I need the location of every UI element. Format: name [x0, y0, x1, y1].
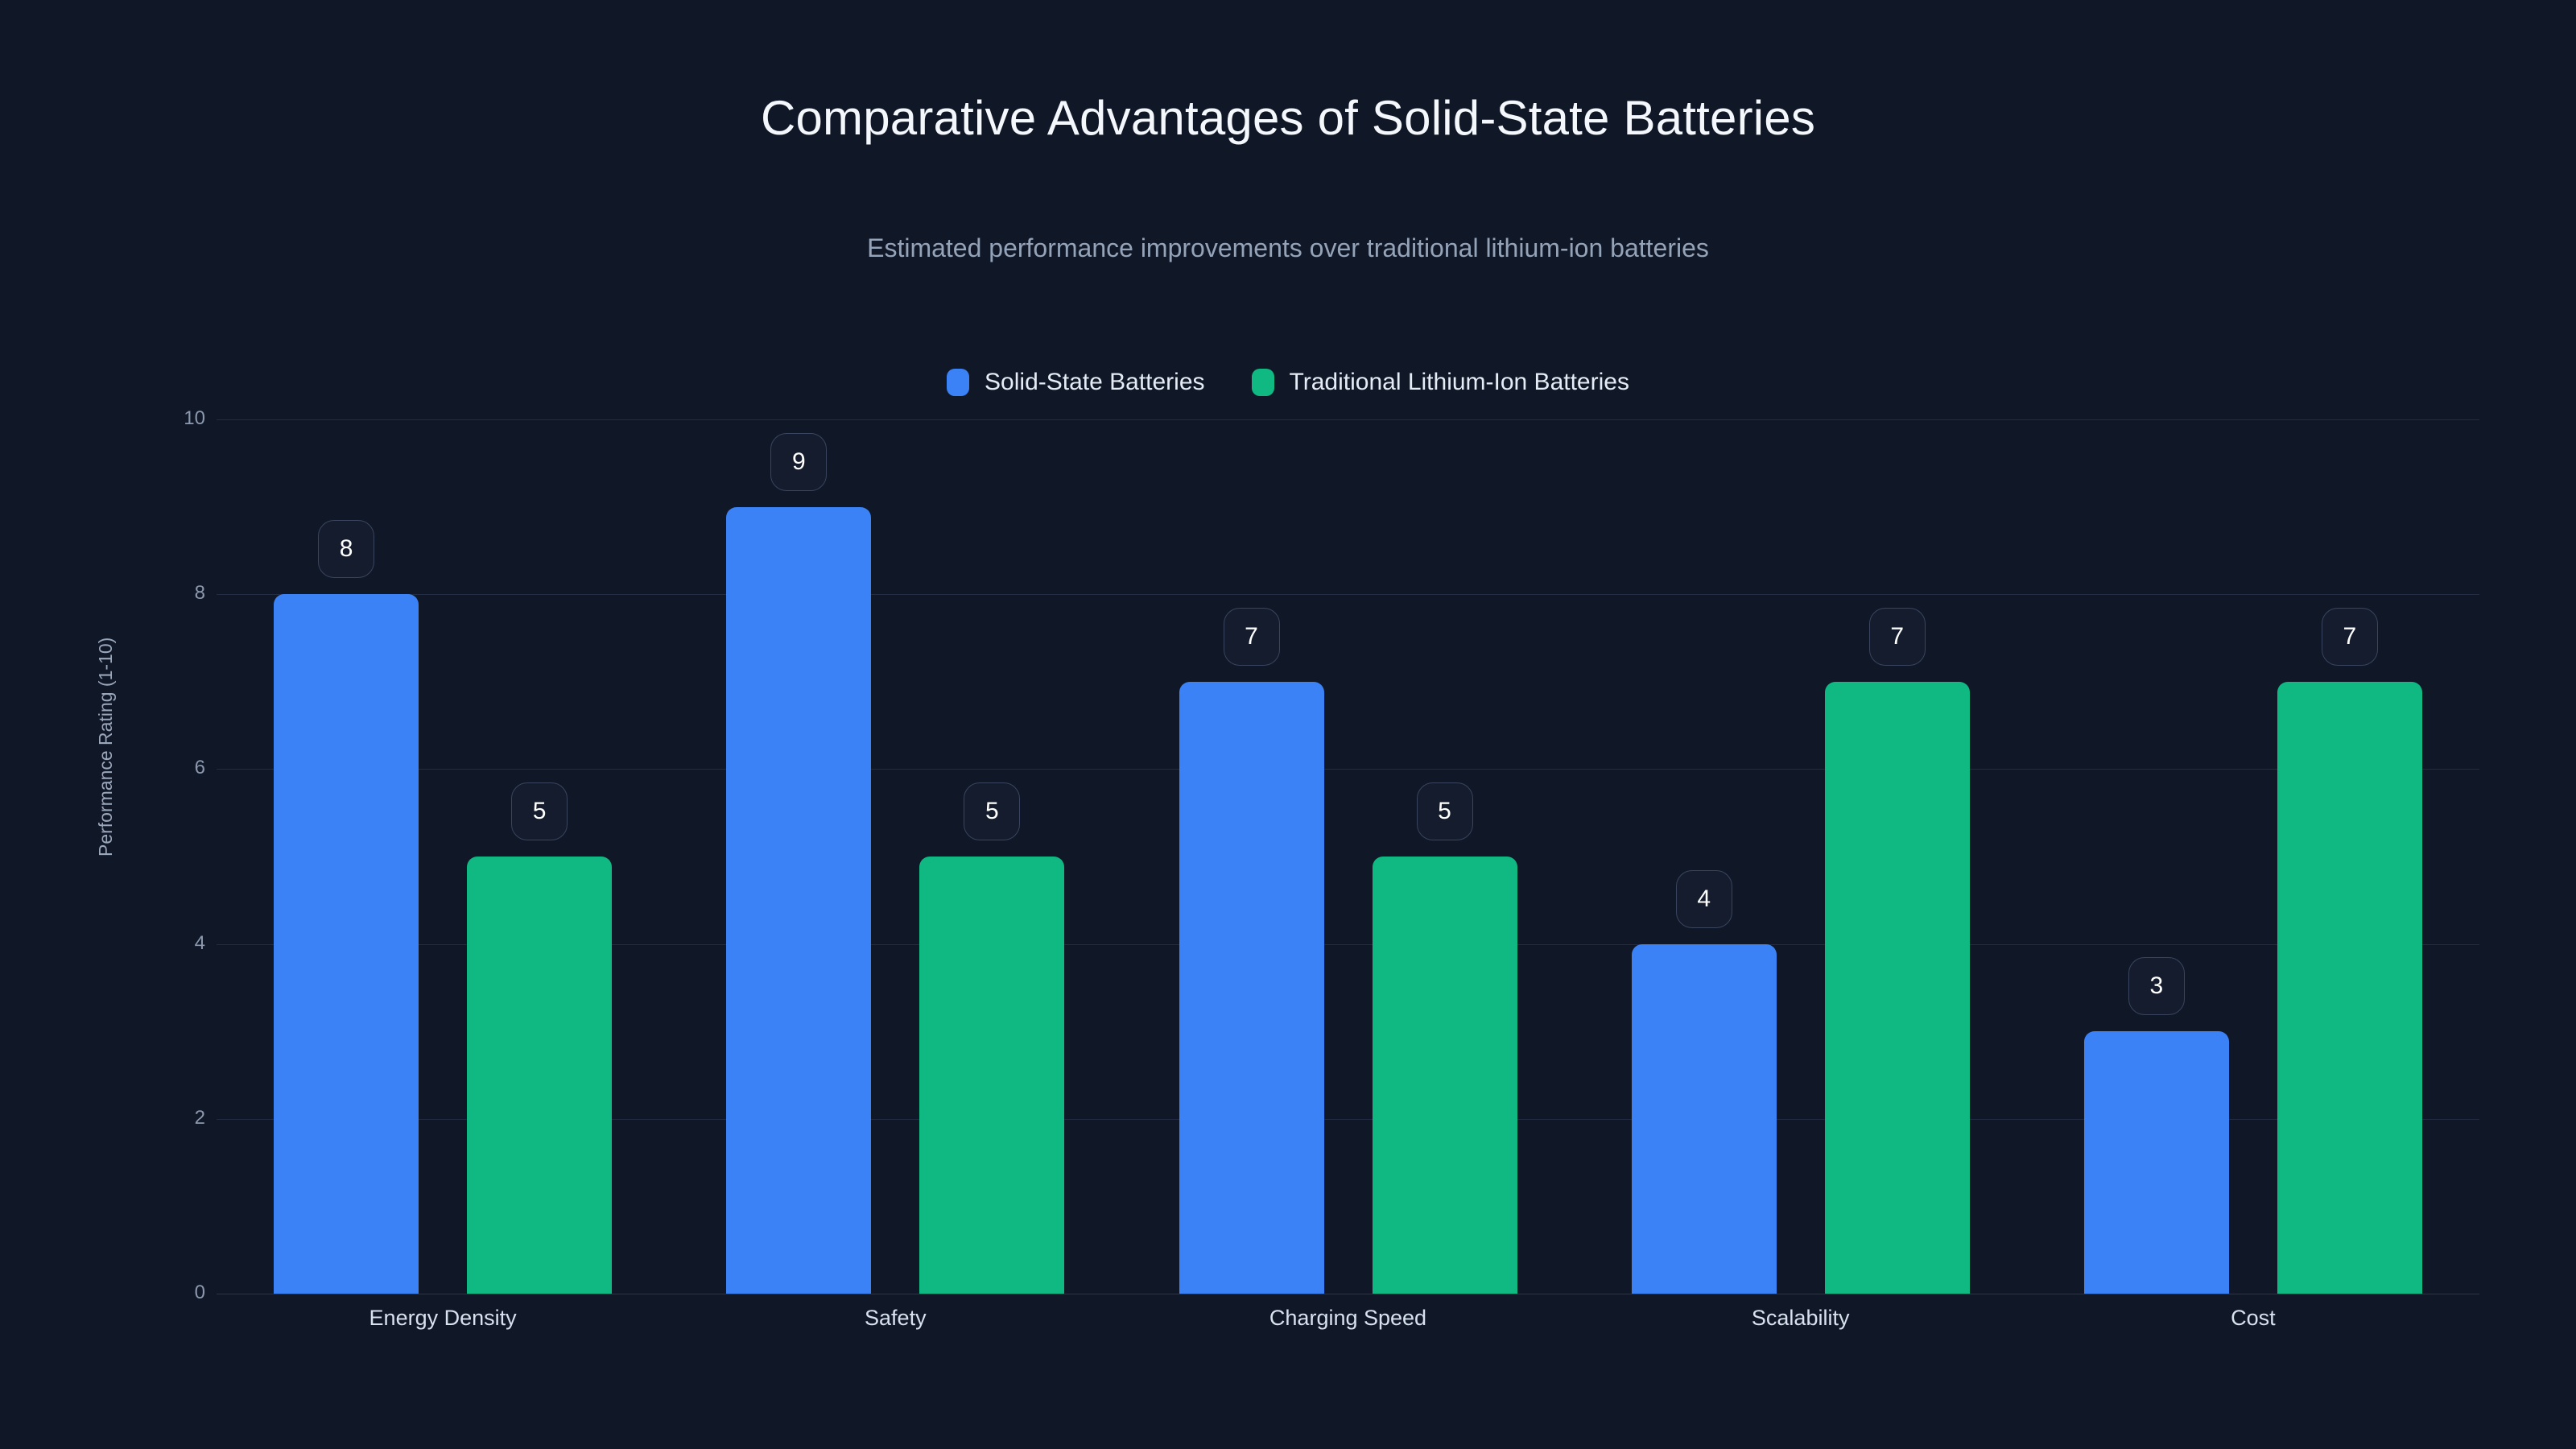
y-axis-tick-label: 8 [194, 582, 205, 605]
gridline [217, 419, 2479, 420]
legend-item-label: Solid-State Batteries [985, 369, 1205, 395]
legend-item-label: Traditional Lithium-Ion Batteries [1289, 369, 1629, 395]
page-title: Comparative Advantages of Solid-State Ba… [760, 91, 1816, 145]
bar-value-label: 7 [1868, 607, 1926, 666]
gridline [217, 1118, 2479, 1120]
bar-value-label: 5 [964, 782, 1021, 840]
chart-legend: Solid-State Batteries Traditional Lithium… [0, 369, 2576, 396]
bar[interactable] [1179, 681, 1324, 1294]
bar[interactable] [2083, 1031, 2229, 1294]
y-axis-tick-label: 10 [184, 407, 205, 429]
y-axis-tick-label: 4 [194, 931, 205, 954]
legend-item[interactable]: Traditional Lithium-Ion Batteries [1251, 369, 1629, 396]
bar-value-label: 5 [511, 782, 568, 840]
bar[interactable] [919, 857, 1065, 1294]
bar[interactable] [1372, 857, 1517, 1294]
bar[interactable] [274, 594, 419, 1294]
y-axis-tick-label: 0 [194, 1282, 205, 1303]
legend-swatch-icon [1251, 369, 1274, 396]
x-axis-tick-label: Safety [865, 1306, 927, 1330]
legend-item[interactable]: Solid-State Batteries [947, 369, 1205, 396]
y-axis-title: Performance Rating (1-10) [95, 637, 116, 857]
bar[interactable] [1631, 943, 1777, 1294]
chart-subtitle: Estimated performance improvements over … [867, 233, 1709, 262]
bar-value-label: 3 [2128, 957, 2185, 1016]
bar-value-label: 8 [318, 520, 375, 579]
plot-area [217, 419, 2479, 1294]
bar[interactable] [726, 506, 872, 1294]
bar[interactable] [2277, 681, 2422, 1294]
x-axis-tick-label: Energy Density [369, 1306, 517, 1330]
y-axis-tick-label: 2 [194, 1106, 205, 1129]
bar[interactable] [1824, 681, 1970, 1294]
bar-value-label: 5 [1416, 782, 1473, 840]
legend-swatch-icon [947, 369, 970, 396]
bar[interactable] [467, 857, 613, 1294]
bar-value-label: 9 [770, 432, 828, 491]
bar-value-label: 4 [1675, 869, 1732, 928]
gridline [217, 943, 2479, 945]
gridline [217, 594, 2479, 596]
x-axis-tick-label: Cost [2231, 1306, 2276, 1330]
bar-value-label: 7 [1223, 607, 1280, 666]
y-axis-tick-label: 6 [194, 757, 205, 779]
x-axis-tick-label: Scalability [1751, 1306, 1850, 1330]
x-axis-tick-label: Charging Speed [1269, 1306, 1427, 1330]
bar-value-label: 7 [2321, 607, 2378, 666]
gridline [217, 769, 2479, 770]
